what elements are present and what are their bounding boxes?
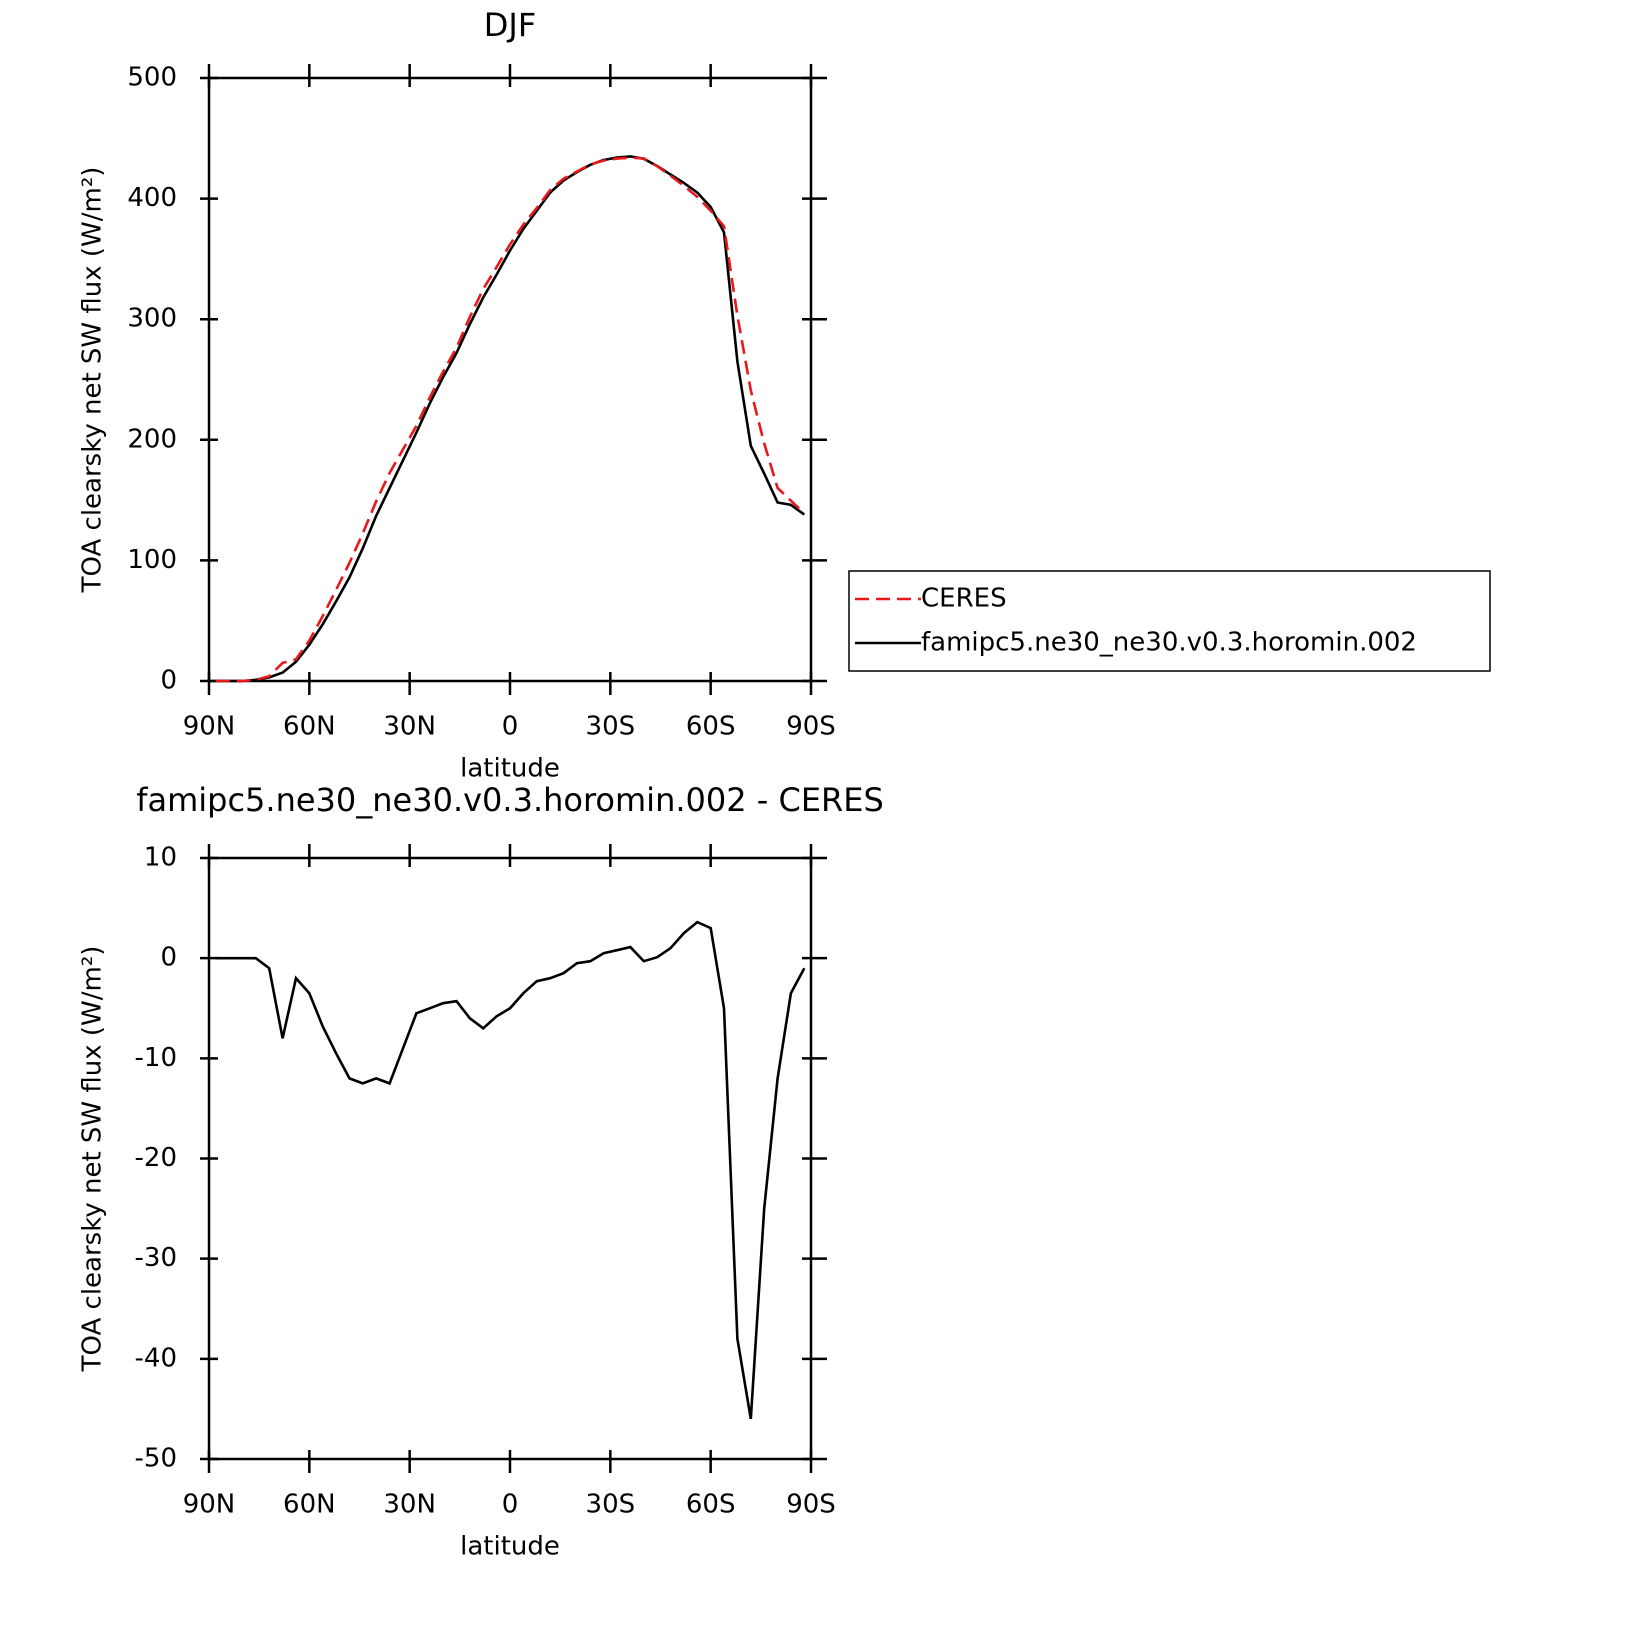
y-tick-label: -50 xyxy=(135,1444,177,1474)
x-tick-label: 0 xyxy=(502,1490,519,1520)
y-tick-label: 400 xyxy=(127,183,177,213)
data-line xyxy=(215,155,806,683)
x-tick-label: 60N xyxy=(283,1490,336,1520)
x-tick-label: 90S xyxy=(786,1490,836,1520)
y-tick-label: -20 xyxy=(135,1143,177,1173)
y-tick-label: 300 xyxy=(127,304,177,334)
x-tick-label: 90N xyxy=(183,1490,236,1520)
x-tick-label: 30N xyxy=(383,1490,436,1520)
y-axis-label: TOA clearsky net SW flux (W/m²) xyxy=(78,167,108,594)
y-axis-label: TOA clearsky net SW flux (W/m²) xyxy=(78,946,108,1373)
chart-title: famipc5.ne30_ne30.v0.3.horomin.002 - CER… xyxy=(136,781,884,819)
plot-frame xyxy=(207,76,813,683)
y-tick-label: -40 xyxy=(135,1343,177,1373)
legend-label: CERES xyxy=(921,584,1007,614)
chart-title: DJF xyxy=(484,6,536,44)
data-line xyxy=(215,156,806,683)
x-tick-label: 60N xyxy=(283,712,336,742)
legend-box xyxy=(848,570,1491,672)
y-tick-label: 10 xyxy=(144,843,177,873)
x-tick-label: 60S xyxy=(686,1490,736,1520)
x-tick-label: 90S xyxy=(786,712,836,742)
x-tick-label: 60S xyxy=(686,712,736,742)
y-tick-label: -30 xyxy=(135,1243,177,1273)
x-tick-label: 30S xyxy=(586,712,636,742)
x-tick-label: 30N xyxy=(383,712,436,742)
x-tick-label: 90N xyxy=(183,712,236,742)
y-tick-label: 200 xyxy=(127,424,177,454)
x-axis-label: latitude xyxy=(460,1532,560,1562)
y-tick-label: 0 xyxy=(160,666,177,696)
plot-frame xyxy=(207,856,813,1461)
y-tick-label: -10 xyxy=(135,1043,177,1073)
x-tick-label: 30S xyxy=(586,1490,636,1520)
y-tick-label: 0 xyxy=(160,943,177,973)
data-line xyxy=(215,920,806,1420)
y-tick-label: 100 xyxy=(127,545,177,575)
y-tick-label: 500 xyxy=(127,63,177,93)
x-tick-label: 0 xyxy=(502,712,519,742)
x-axis-label: latitude xyxy=(460,754,560,784)
legend-label: famipc5.ne30_ne30.v0.3.horomin.002 xyxy=(921,628,1417,658)
